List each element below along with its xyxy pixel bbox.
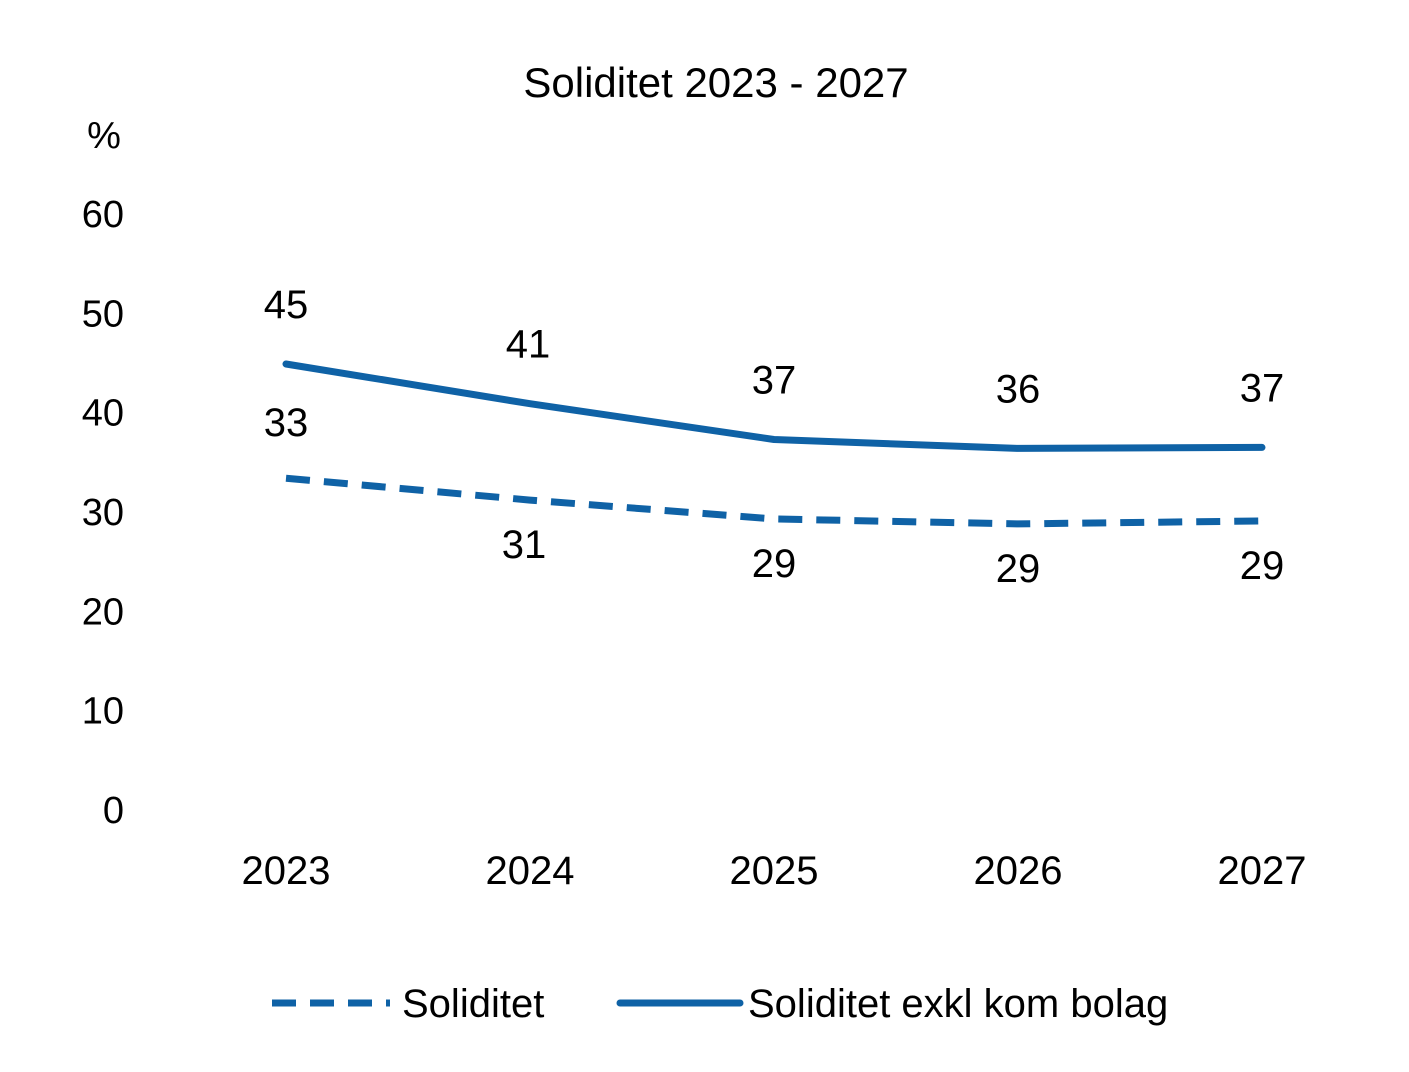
data-label-0-2024: 31: [502, 523, 547, 567]
y-axis-label: %: [87, 115, 121, 157]
series-layer: [282, 360, 1266, 528]
data-label-0-2027: 29: [1240, 544, 1285, 588]
data-label-1-2025: 37: [752, 358, 797, 402]
legend-label-soliditet-exkl-kom-bolag: Soliditet exkl kom bolag: [748, 982, 1168, 1026]
data-labels-layer: 33 31 29 29 29 45 41 37 36 37: [264, 283, 1285, 591]
x-tick-label-2027: 2027: [1218, 849, 1307, 893]
legend-label-soliditet: Soliditet: [402, 982, 544, 1026]
y-tick-label-0: 0: [103, 790, 124, 832]
x-axis-tick-labels: 2023 2024 2025 2026 2027: [242, 849, 1307, 893]
data-label-1-2024: 41: [506, 323, 551, 367]
series-line-soliditet: [285, 474, 1263, 528]
y-tick-label-20: 20: [82, 591, 124, 633]
x-tick-label-2025: 2025: [730, 849, 819, 893]
chart-title: Soliditet 2023 - 2027: [523, 59, 908, 106]
data-label-0-2025: 29: [752, 542, 797, 586]
x-tick-label-2026: 2026: [974, 849, 1063, 893]
data-label-1-2027: 37: [1240, 366, 1285, 410]
y-tick-label-30: 30: [82, 492, 124, 534]
data-label-0-2026: 29: [996, 547, 1041, 591]
data-label-1-2023: 45: [264, 283, 309, 327]
y-axis-tick-labels: 0 10 20 30 40 50 60: [82, 194, 124, 832]
x-tick-label-2023: 2023: [242, 849, 331, 893]
data-label-1-2026: 36: [996, 367, 1041, 411]
y-tick-label-10: 10: [82, 691, 124, 733]
y-tick-label-60: 60: [82, 194, 124, 236]
y-tick-label-50: 50: [82, 293, 124, 335]
x-tick-label-2024: 2024: [486, 849, 575, 893]
data-label-0-2023: 33: [264, 401, 309, 445]
y-tick-label-40: 40: [82, 393, 124, 435]
legend: Soliditet Soliditet exkl kom bolag: [272, 982, 1168, 1026]
